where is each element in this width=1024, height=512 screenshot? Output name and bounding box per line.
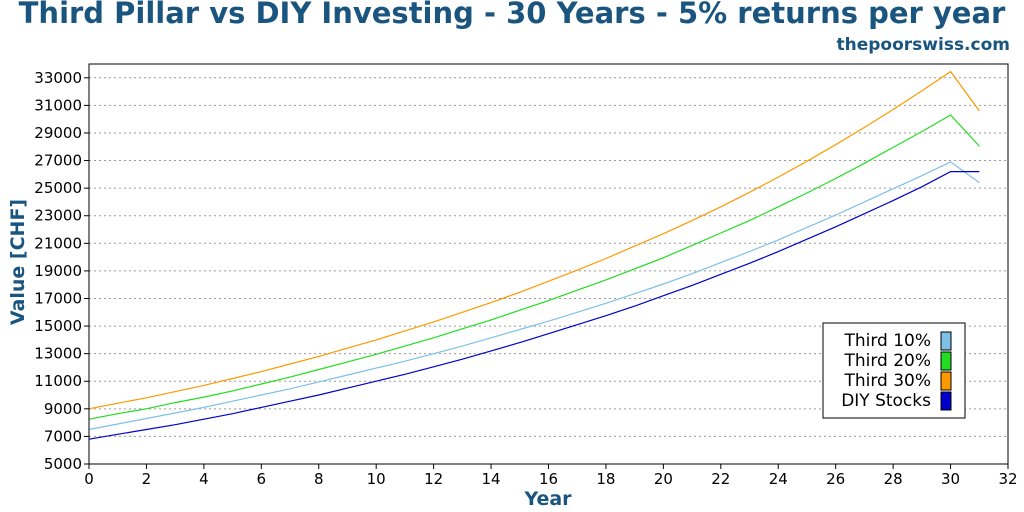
x-tick-label: 32 [998, 470, 1017, 488]
x-tick-label: 12 [424, 470, 443, 488]
x-tick-label: 10 [367, 470, 386, 488]
legend-swatch [940, 391, 952, 411]
legend-swatch [940, 351, 952, 371]
series-lines [88, 70, 980, 440]
x-tick-label: 0 [84, 470, 94, 488]
legend-swatch [940, 371, 952, 391]
y-tick-label: 33000 [34, 69, 82, 87]
y-axis-ticks: 5000 7000 9000 11000 13000 15000 17000 19000 210… [34, 69, 89, 473]
x-axis-ticks: 0 2 4 6 8 10 12 14 16 18 20 22 24 26 28 30 32 [84, 464, 1018, 488]
y-tick-label: 11000 [34, 372, 82, 390]
y-tick-label: 17000 [34, 289, 82, 307]
x-axis-title: Year [523, 488, 572, 510]
y-tick-label: 31000 [34, 96, 82, 114]
y-tick-label: 21000 [34, 234, 82, 252]
y-tick-label: 25000 [34, 179, 82, 197]
y-tick-label: 5000 [44, 455, 82, 473]
x-tick-label: 2 [142, 470, 152, 488]
legend-label: DIY Stocks [841, 391, 931, 411]
x-tick-label: 20 [654, 470, 673, 488]
y-tick-label: 19000 [34, 262, 82, 280]
series-line-3 [88, 70, 980, 410]
series-line-4 [88, 171, 980, 440]
series-line-2 [88, 114, 980, 420]
chart-title: Third Pillar vs DIY Investing - 30 Years… [18, 0, 1006, 30]
x-tick-label: 22 [711, 470, 730, 488]
x-tick-label: 26 [826, 470, 845, 488]
legend-swatch [940, 331, 952, 351]
x-tick-label: 8 [314, 470, 324, 488]
x-tick-label: 18 [596, 470, 615, 488]
legend-label: Third 20% [843, 351, 931, 371]
y-tick-label: 27000 [34, 152, 82, 170]
y-tick-label: 15000 [34, 317, 82, 335]
x-tick-label: 16 [539, 470, 558, 488]
legend: Third 10%Third 20%Third 30%DIY Stocks [822, 322, 966, 419]
y-axis-title: Value [CHF] [7, 199, 29, 325]
x-tick-label: 14 [482, 470, 501, 488]
y-tick-label: 13000 [34, 345, 82, 363]
chart-source-label: thepoorswiss.com [836, 35, 1011, 55]
y-tick-label: 7000 [44, 427, 82, 445]
x-tick-label: 4 [199, 470, 209, 488]
x-tick-label: 30 [941, 470, 960, 488]
y-tick-label: 29000 [34, 124, 82, 142]
y-tick-label: 9000 [44, 400, 82, 418]
x-tick-label: 6 [257, 470, 267, 488]
y-tick-label: 23000 [34, 207, 82, 225]
series-line-1 [88, 161, 980, 431]
x-tick-label: 28 [884, 470, 903, 488]
legend-label: Third 30% [843, 371, 931, 391]
x-tick-label: 24 [769, 470, 788, 488]
legend-label: Third 10% [843, 331, 931, 351]
